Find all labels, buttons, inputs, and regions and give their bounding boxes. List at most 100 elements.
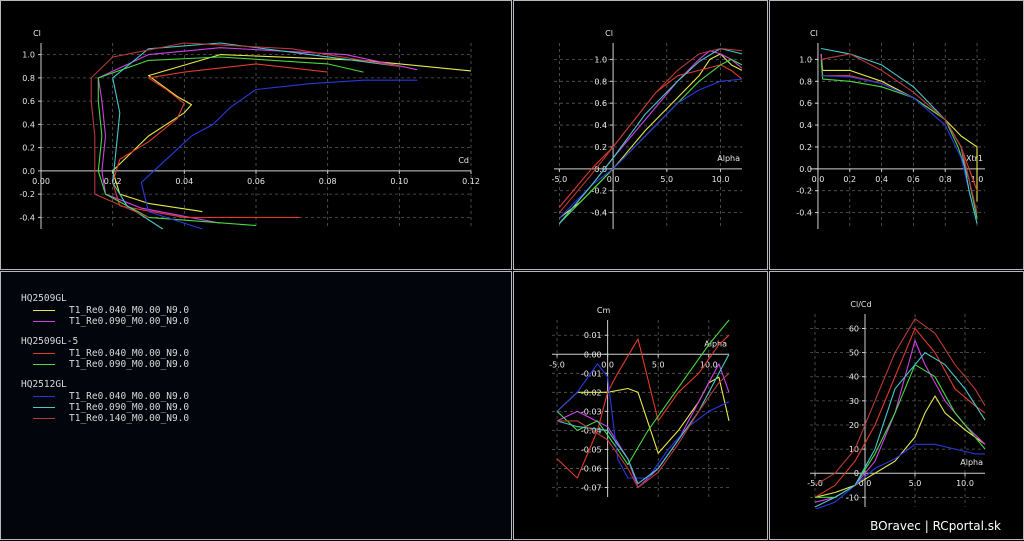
x-tick-label: 0.10	[390, 177, 408, 186]
clcd-alpha-series-line-3	[814, 327, 986, 498]
cl-alpha-series-line-2	[558, 50, 743, 224]
y-tick-label: -0.4	[591, 209, 607, 218]
clcd-alpha-chart-panel: -5.0 0.0 5.0 10.0 -10 0 10 20 30 40 50 60 Alpha Cl/Cd…	[769, 271, 1024, 540]
legend-entry: T1_Re0.140_M0.00_N9.0	[21, 413, 189, 424]
credit-text: BOravec | RCportal.sk	[870, 519, 1001, 533]
cl-alpha-series-line-6	[558, 47, 743, 224]
y-tick-label: 0.6	[594, 99, 607, 108]
cl-xtr1-chart-panel: 0.0 0.2 0.4 0.6 0.8 1.0 -0.4 -0.2 0.0 0.2 0.4 0.6 0.…	[769, 0, 1024, 270]
cl-xtr1-series-line-6	[820, 47, 978, 224]
y-tick-label: 1.0	[799, 55, 812, 64]
cm-alpha-series-line-6	[556, 354, 730, 485]
legend-label: T1_Re0.090_M0.00_N9.0	[69, 316, 190, 327]
legend-swatch	[33, 310, 55, 311]
y-tick-label: 0.0	[22, 167, 35, 176]
cm-alpha-chart: -5.0 0.0 5.0 10.00.010.00-0.01-0.02-0.03-0.…	[549, 306, 730, 497]
x-axis-label: Xtr1	[966, 154, 983, 163]
x-tick-label: 5.0	[909, 479, 922, 488]
cl-alpha-series-line-3	[558, 64, 743, 208]
polar-series-line-4	[97, 56, 364, 227]
y-tick-label: 30	[849, 397, 859, 406]
y-axis-label: Cm	[597, 306, 611, 315]
y-tick-label: -0.2	[19, 190, 35, 199]
y-tick-label: 50	[849, 349, 859, 358]
legend-swatch	[33, 418, 55, 419]
y-tick-label: -0.05	[581, 445, 602, 454]
cm-alpha-series-line-7	[557, 372, 730, 489]
x-axis-label: Cd	[458, 156, 469, 165]
cl-alpha-series-line-1	[559, 53, 743, 219]
legend-label: T1_Re0.090_M0.00_N9.0	[69, 402, 190, 413]
x-tick-label: 0.4	[875, 175, 888, 184]
y-tick-label: 0.4	[799, 121, 812, 130]
y-tick-label: -0.01	[581, 369, 602, 378]
polar-series-line-7	[90, 42, 400, 218]
polar-series-line-5	[140, 79, 418, 230]
x-tick-label: 0.04	[175, 177, 193, 186]
legend-swatch	[33, 364, 55, 365]
y-tick-label: 0.4	[22, 120, 35, 129]
y-tick-label: 20	[849, 421, 859, 430]
y-tick-label: 40	[849, 373, 859, 382]
y-tick-label: 0.4	[594, 121, 607, 130]
legend-swatch	[33, 407, 55, 408]
y-tick-label: -0.2	[591, 187, 607, 196]
legend-entry: T1_Re0.090_M0.00_N9.0	[21, 402, 189, 413]
x-tick-label: 0.8	[939, 175, 952, 184]
polar-chart: 0.00 0.02 0.04 0.06 0.08 0.10 0.12-0.4-0.20.00…	[19, 29, 480, 230]
y-tick-label: 0.2	[594, 143, 607, 152]
x-axis-label: Alpha	[704, 339, 727, 348]
x-tick-label: 0.00	[32, 177, 50, 186]
clcd-alpha-series-line-7	[814, 318, 986, 486]
x-tick-label: -5.0	[807, 479, 823, 488]
x-tick-label: 0.0	[812, 175, 825, 184]
cm-alpha-series-line-3	[556, 334, 730, 479]
x-tick-label: 0.0	[607, 175, 620, 184]
y-tick-label: 1.0	[22, 51, 35, 60]
cm-alpha-series-line-5	[556, 363, 730, 479]
legend-panel: HQ2509GL T1_Re0.040_M0.00_N9.0 T1_Re0.090_…	[0, 271, 512, 540]
cm-alpha-series-line-4	[556, 319, 730, 466]
y-axis-label: Cl	[33, 29, 41, 38]
x-tick-label: 0.2	[843, 175, 856, 184]
x-tick-label: 0.08	[319, 177, 337, 186]
legend-entry: T1_Re0.040_M0.00_N9.0	[21, 391, 189, 402]
cl-alpha-chart-panel: -5.0 0.0 5.0 10.0 -0.4 -0.2 0.0 0.2 0.4 0.6 0.8 1.0…	[513, 0, 768, 270]
y-tick-label: 0.01	[584, 331, 602, 340]
y-tick-label: 0.6	[799, 99, 812, 108]
x-tick-label: 10.0	[956, 479, 974, 488]
x-axis-label: Alpha	[960, 458, 983, 467]
legend-label: T1_Re0.040_M0.00_N9.0	[69, 391, 190, 402]
y-tick-label: -0.03	[581, 407, 602, 416]
y-tick-label: 0.8	[594, 77, 607, 86]
legend-label: T1_Re0.090_M0.00_N9.0	[69, 359, 190, 370]
polar-chart-panel: 0.00 0.02 0.04 0.06 0.08 0.10 0.12 -0.4 -0.2 0.0 0…	[0, 0, 512, 270]
clcd-alpha-series-line-4	[815, 364, 986, 498]
y-tick-label: -0.4	[19, 213, 35, 222]
cl-alpha-chart: -5.0 0.0 5.0 10.0-0.4-0.20.00.20.40.60.81.0…	[552, 29, 743, 229]
x-tick-label: 5.0	[660, 175, 673, 184]
y-tick-label: 0.8	[22, 74, 35, 83]
legend-group-title: HQ2512GL	[21, 379, 67, 390]
x-tick-label: 5.0	[652, 360, 665, 369]
legend-group-title: HQ2509GL-5	[21, 336, 79, 347]
legend: HQ2509GL T1_Re0.040_M0.00_N9.0 T1_Re0.090_…	[21, 292, 189, 424]
legend-label: T1_Re0.040_M0.00_N9.0	[69, 348, 190, 359]
cl-alpha-series-line-5	[559, 78, 743, 219]
y-tick-label: -0.06	[581, 464, 602, 473]
cl-xtr1-series-line-7	[820, 53, 978, 213]
y-axis-label: Cl	[810, 29, 818, 38]
legend-entry: T1_Re0.040_M0.00_N9.0	[21, 305, 189, 316]
x-tick-label: 10.0	[712, 175, 730, 184]
y-tick-label: -0.04	[581, 426, 602, 435]
x-tick-label: 0.6	[907, 175, 920, 184]
cm-alpha-chart-panel: -5.0 0.0 5.0 10.0 0.01 0.00 -0.01 -0.02 -0.03 -0.…	[513, 271, 768, 540]
y-axis-label: Cl	[605, 29, 613, 38]
polar-series-line-6	[112, 42, 400, 230]
clcd-alpha-series-line-1	[814, 395, 986, 498]
cl-xtr1-series-line-2	[820, 53, 978, 219]
y-tick-label: -0.4	[796, 209, 812, 218]
y-tick-label: 1.0	[594, 55, 607, 64]
legend-swatch	[33, 353, 55, 354]
legend-swatch	[33, 321, 55, 322]
